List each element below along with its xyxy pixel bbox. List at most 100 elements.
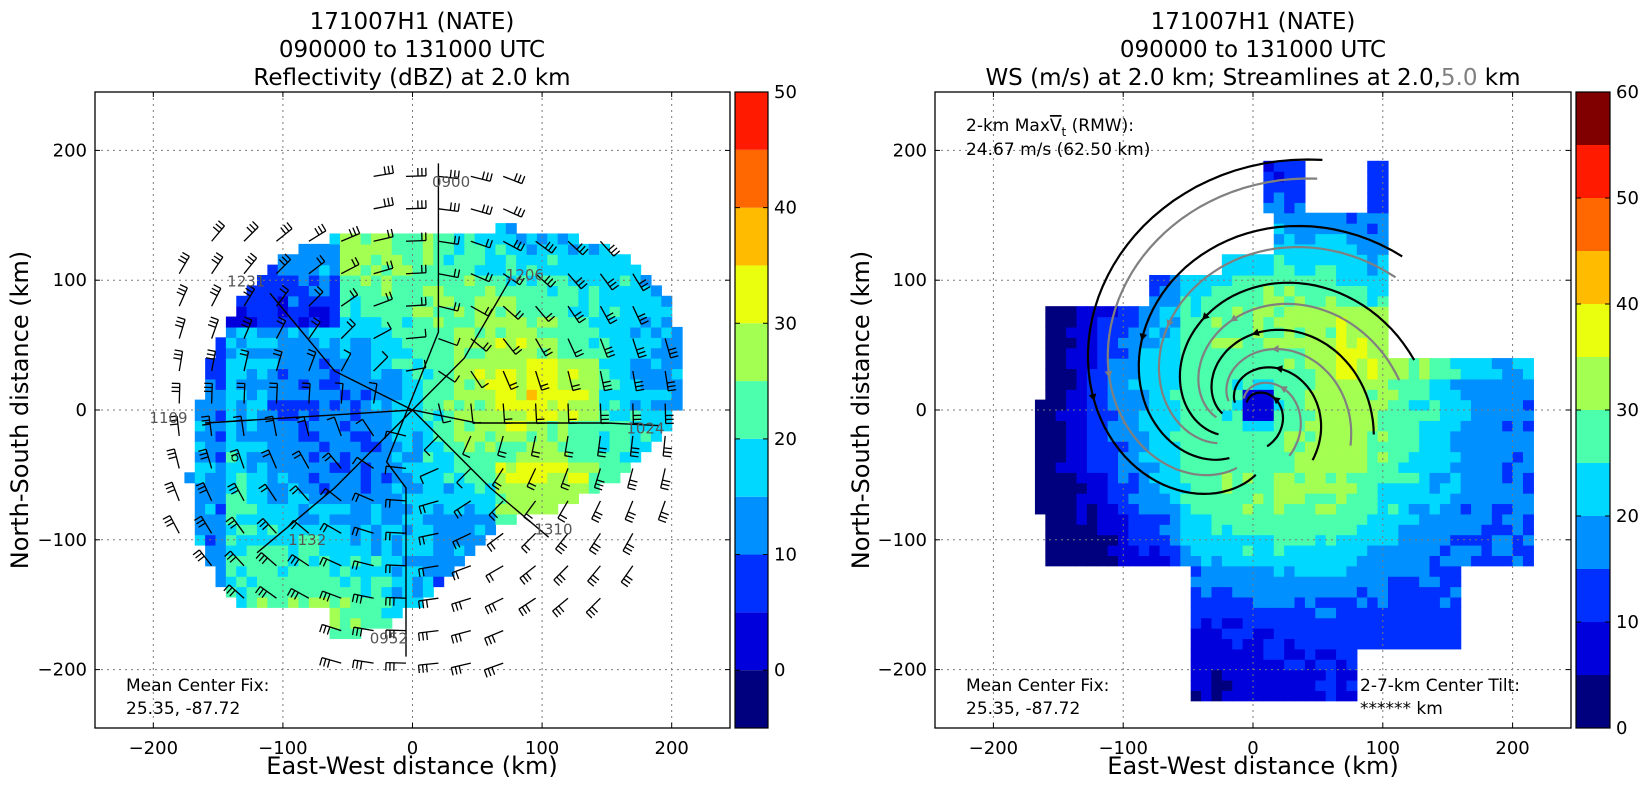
reflectivity-cell	[330, 337, 341, 348]
wind-speed-cell	[1263, 306, 1274, 317]
reflectivity-cell	[589, 462, 600, 473]
wind-speed-cell	[1284, 285, 1295, 296]
reflectivity-cell	[330, 327, 341, 338]
wind-speed-cell	[1461, 368, 1472, 379]
wind-speed-cell	[1253, 545, 1264, 556]
reflectivity-cell	[516, 431, 527, 442]
barb-feather	[357, 226, 360, 233]
wind-speed-cell	[1128, 545, 1139, 556]
barb-feather	[488, 637, 491, 644]
wind-speed-cell	[1191, 337, 1202, 348]
wind-speed-cell	[1243, 638, 1254, 649]
barb-feather	[167, 449, 175, 451]
wind-speed-cell	[1367, 597, 1378, 608]
wind-speed-cell	[1492, 358, 1503, 369]
barb-feather	[631, 452, 639, 453]
wind-speed-cell	[1450, 441, 1461, 452]
reflectivity-cell	[267, 472, 278, 483]
reflectivity-cell	[257, 348, 268, 359]
left-x-axis-label: East-West distance (km)	[266, 752, 557, 780]
barb-feather	[451, 636, 453, 644]
wind-speed-cell	[1450, 628, 1461, 639]
wind-speed-cell	[1201, 690, 1212, 701]
reflectivity-cell	[361, 597, 372, 608]
wind-speed-cell	[1253, 576, 1264, 587]
reflectivity-cell	[599, 285, 610, 296]
wind-speed-cell	[1035, 452, 1046, 463]
reflectivity-cell	[330, 244, 341, 255]
wind-speed-cell	[1481, 493, 1492, 504]
reflectivity-cell	[267, 337, 278, 348]
reflectivity-cell	[527, 493, 538, 504]
barb-feather	[216, 253, 223, 257]
barb-feather	[459, 634, 461, 642]
reflectivity-cell	[288, 566, 299, 577]
reflectivity-cell	[205, 472, 216, 483]
wind-speed-cell	[1035, 483, 1046, 494]
reflectivity-cell	[506, 441, 517, 452]
barb-feather	[490, 543, 495, 549]
reflectivity-cell	[236, 514, 247, 525]
wind-speed-cell	[1450, 400, 1461, 411]
reflectivity-cell	[558, 379, 569, 390]
wind-speed-cell	[1502, 431, 1513, 442]
barb-feather	[214, 256, 221, 260]
reflectivity-cell	[392, 493, 403, 504]
reflectivity-cell	[589, 337, 600, 348]
reflectivity-cell	[527, 244, 538, 255]
wind-speed-cell	[1170, 431, 1181, 442]
wind-speed-cell	[1326, 431, 1337, 442]
reflectivity-cell	[402, 493, 413, 504]
wind-speed-cell	[1263, 670, 1274, 681]
reflectivity-cell	[433, 389, 444, 400]
wind-speed-cell	[1191, 306, 1202, 317]
wind-speed-cell	[1326, 452, 1337, 463]
wind-speed-cell	[1367, 202, 1378, 213]
reflectivity-cell	[309, 483, 320, 494]
reflectivity-cell	[527, 233, 538, 244]
wind-speed-cell	[1346, 607, 1357, 618]
reflectivity-cell	[392, 244, 403, 255]
reflectivity-cell	[609, 400, 620, 411]
wind-barb	[244, 253, 257, 274]
wind-speed-cell	[1409, 379, 1420, 390]
reflectivity-cell	[340, 317, 351, 328]
wind-speed-cell	[1253, 690, 1264, 701]
wind-speed-cell	[1056, 358, 1067, 369]
wind-speed-cell	[1346, 659, 1357, 670]
track-time-label: 1109	[149, 409, 187, 427]
wind-speed-cell	[1326, 524, 1337, 535]
wind-speed-cell	[1263, 524, 1274, 535]
reflectivity-cell	[578, 400, 589, 411]
colorbar-segment	[735, 439, 768, 497]
reflectivity-cell	[236, 306, 247, 317]
wind-barb	[589, 533, 600, 554]
reflectivity-cell	[589, 379, 600, 390]
wind-speed-cell	[1128, 389, 1139, 400]
wind-speed-cell	[1263, 285, 1274, 296]
reflectivity-cell	[216, 524, 227, 535]
right-x-axis-label: East-West distance (km)	[1107, 752, 1398, 780]
reflectivity-cell	[527, 317, 538, 328]
wind-speed-cell	[1180, 368, 1191, 379]
wind-speed-cell	[1284, 233, 1295, 244]
colorbar-segment	[1576, 357, 1610, 410]
wind-speed-cell	[1440, 452, 1451, 463]
reflectivity-cell	[288, 410, 299, 421]
wind-speed-cell	[1191, 670, 1202, 681]
wind-speed-cell	[1295, 628, 1306, 639]
reflectivity-cell	[361, 514, 372, 525]
wind-speed-cell	[1450, 420, 1461, 431]
wind-barb	[503, 173, 525, 183]
wind-speed-cell	[1263, 431, 1274, 442]
reflectivity-cell	[298, 244, 309, 255]
wind-speed-cell	[1295, 690, 1306, 701]
reflectivity-cell	[309, 462, 320, 473]
wind-speed-cell	[1263, 472, 1274, 483]
reflectivity-cell	[568, 483, 579, 494]
wind-barb	[553, 598, 568, 617]
reflectivity-cell	[589, 285, 600, 296]
wind-speed-cell	[1253, 441, 1264, 452]
wind-speed-cell	[1357, 462, 1368, 473]
reflectivity-cell	[672, 337, 683, 348]
